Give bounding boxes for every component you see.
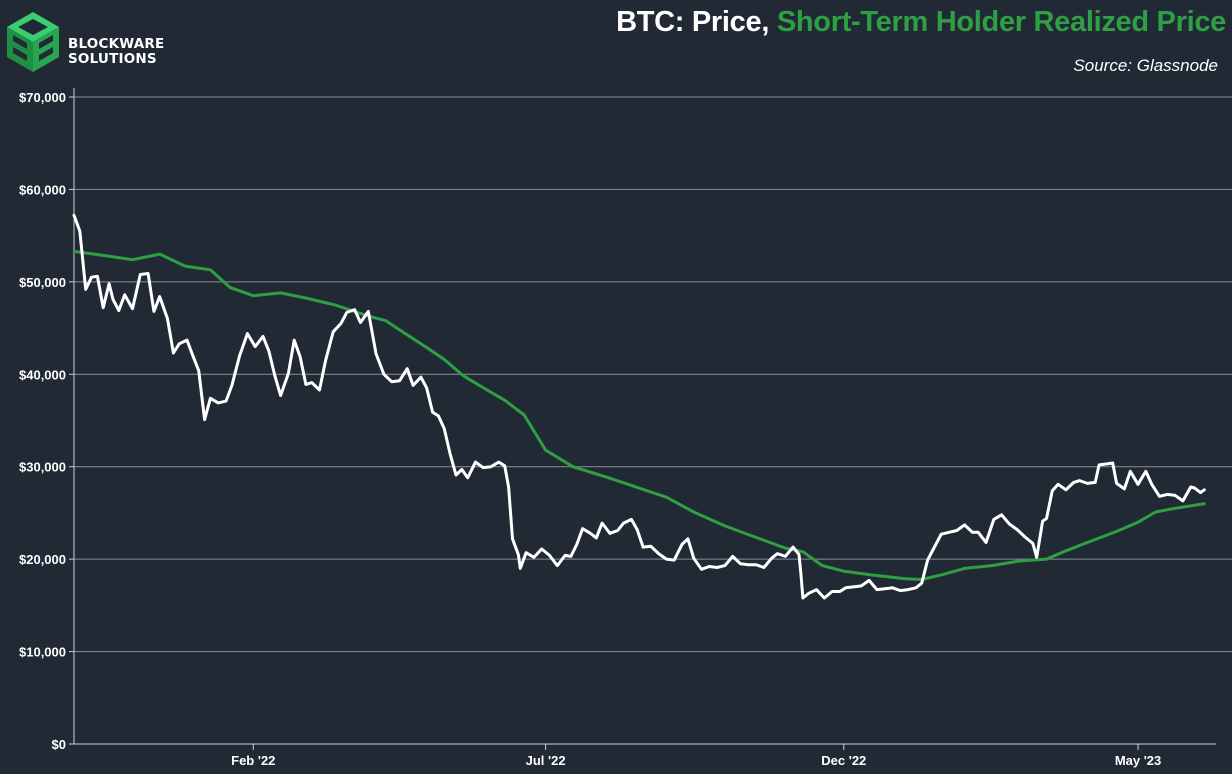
chart-title-main: BTC: Price, — [616, 6, 777, 38]
series — [72, 213, 1206, 600]
series-line-price — [72, 213, 1206, 600]
y-tick-label: $60,000 — [19, 182, 66, 197]
blockware-cube-icon — [7, 12, 59, 72]
y-tick-label: $30,000 — [19, 460, 66, 475]
y-tick-label: $50,000 — [19, 275, 66, 290]
logo-wordmark: BLOCKWARE SOLUTIONS — [68, 37, 164, 67]
series-line-short-term-holder-realized-price — [72, 249, 1206, 581]
x-tick-label: Dec '22 — [821, 753, 866, 768]
x-tick-label: Feb '22 — [231, 753, 275, 768]
logo-line-2: SOLUTIONS — [68, 51, 157, 67]
x-tick-label: May '23 — [1115, 753, 1161, 768]
logo-line-1: BLOCKWARE — [68, 36, 165, 52]
y-tick-label: $70,000 — [19, 90, 66, 105]
chart-title: BTC: Price, Short-Term Holder Realized P… — [616, 6, 1226, 39]
axes: $0 $10,000 $20,000 $30,000 $40,000 $50,000 $60… — [19, 88, 1216, 768]
y-tick-label: $20,000 — [19, 552, 66, 567]
chart-title-accent: Short-Term Holder Realized Price — [776, 6, 1226, 38]
chart-source: Source: Glassnode — [1073, 56, 1218, 75]
blockware-logo: BLOCKWARE SOLUTIONS — [4, 10, 164, 74]
y-tick-label: $0 — [52, 737, 66, 752]
y-tick-label: $10,000 — [19, 645, 66, 660]
y-tick-label: $40,000 — [19, 367, 66, 382]
x-tick-label: Jul '22 — [526, 753, 566, 768]
grid — [74, 96, 1232, 653]
